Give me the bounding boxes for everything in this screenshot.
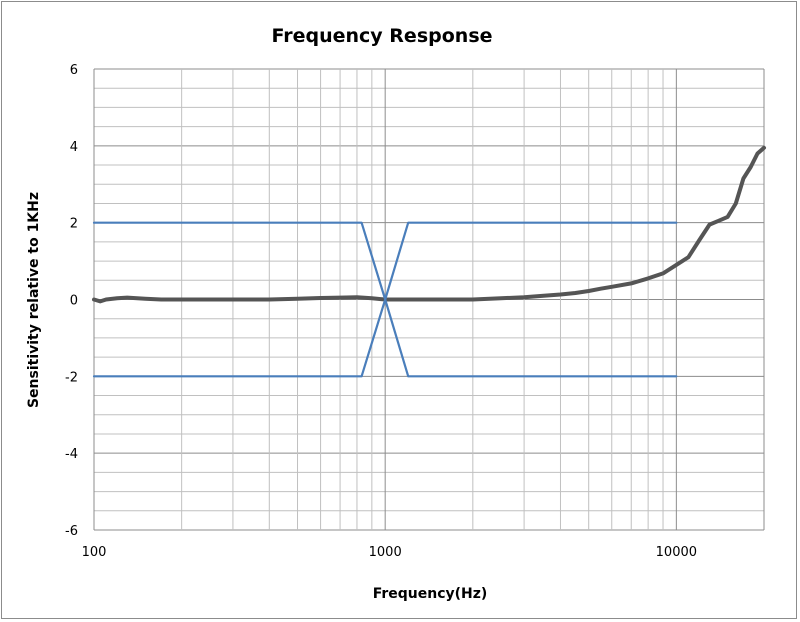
tick-labels: -6 -4 -2 0 2 4 6 100 1000 10000	[65, 63, 697, 560]
x-tick-label: 10000	[656, 545, 697, 560]
lower-limit-line	[92, 298, 678, 378]
y-axis-label: Sensitivity relative to 1KHz	[26, 192, 42, 408]
x-tick-label: 100	[82, 545, 107, 560]
y-tick-label: 2	[70, 217, 78, 232]
series-group	[92, 145, 766, 378]
y-tick-label: -4	[65, 447, 78, 462]
y-tick-label: 0	[70, 294, 78, 309]
x-tick-label: 1000	[369, 545, 402, 560]
chart-title: Frequency Response	[271, 25, 492, 47]
y-tick-label: 6	[70, 63, 78, 78]
y-tick-label: -2	[65, 370, 78, 385]
y-tick-label: 4	[70, 140, 78, 155]
y-tick-label: -6	[65, 524, 78, 539]
response-line	[92, 145, 766, 304]
x-axis-label: Frequency(Hz)	[373, 586, 488, 602]
